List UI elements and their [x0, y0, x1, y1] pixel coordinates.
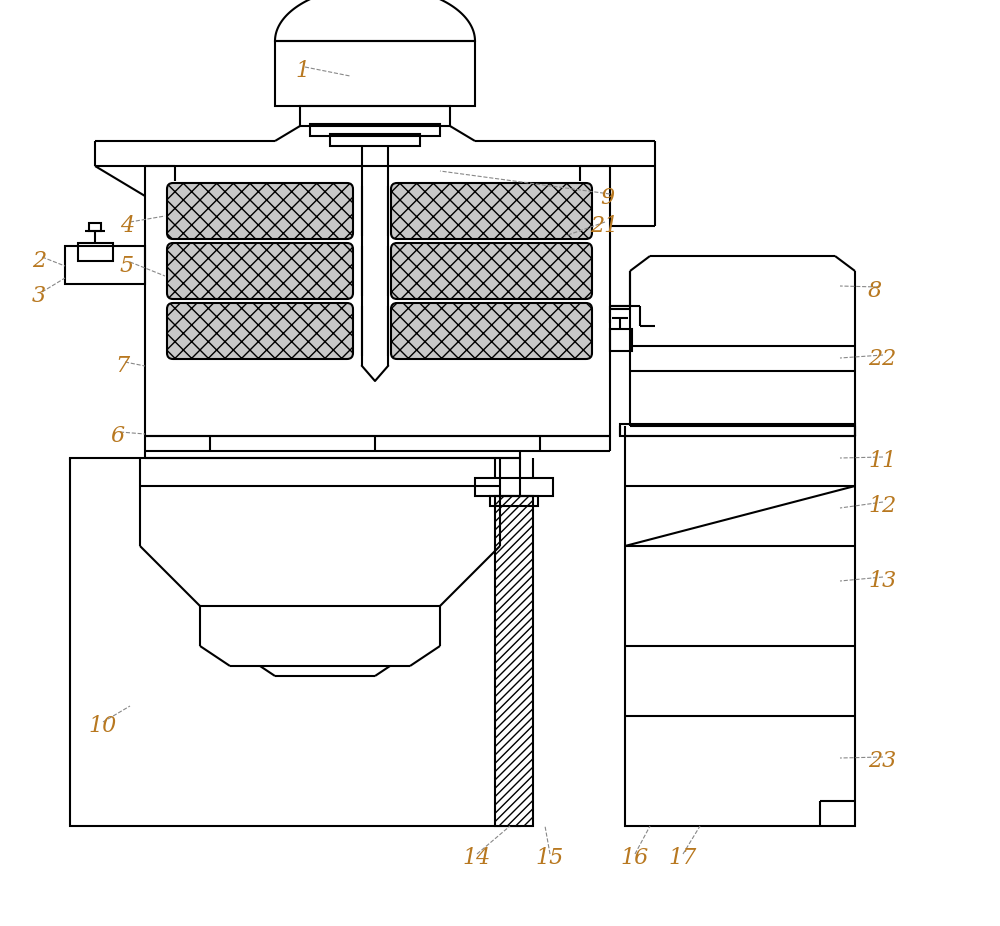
Bar: [89, 223, 101, 231]
Bar: [330, 134, 420, 146]
Bar: [475, 478, 553, 496]
Bar: [625, 436, 855, 826]
Text: 7: 7: [115, 355, 129, 377]
Text: 4: 4: [120, 215, 134, 237]
Text: 13: 13: [868, 570, 896, 592]
FancyBboxPatch shape: [167, 243, 353, 299]
Text: 2: 2: [32, 250, 46, 272]
Text: 15: 15: [535, 847, 563, 869]
Text: 10: 10: [88, 715, 116, 737]
Text: 9: 9: [600, 187, 614, 209]
FancyBboxPatch shape: [167, 303, 353, 359]
FancyBboxPatch shape: [391, 243, 592, 299]
Bar: [495, 496, 533, 826]
Text: 5: 5: [120, 255, 134, 277]
Bar: [490, 496, 538, 506]
Text: 6: 6: [110, 425, 124, 447]
Text: 16: 16: [620, 847, 648, 869]
Bar: [300, 106, 450, 126]
FancyBboxPatch shape: [167, 183, 353, 239]
Text: 21: 21: [590, 215, 618, 237]
Bar: [70, 458, 520, 826]
Text: 8: 8: [868, 280, 882, 302]
Text: 3: 3: [32, 285, 46, 307]
Text: 1: 1: [295, 60, 309, 82]
Text: 17: 17: [668, 847, 696, 869]
FancyBboxPatch shape: [391, 303, 592, 359]
Bar: [310, 124, 440, 136]
Bar: [620, 424, 855, 436]
Bar: [275, 41, 475, 106]
Text: 23: 23: [868, 750, 896, 772]
Bar: [65, 246, 145, 284]
Text: 14: 14: [462, 847, 490, 869]
Text: 11: 11: [868, 450, 896, 472]
Bar: [610, 329, 632, 351]
FancyBboxPatch shape: [391, 183, 592, 239]
Bar: [78, 243, 113, 261]
Text: 12: 12: [868, 495, 896, 517]
Text: 22: 22: [868, 348, 896, 370]
